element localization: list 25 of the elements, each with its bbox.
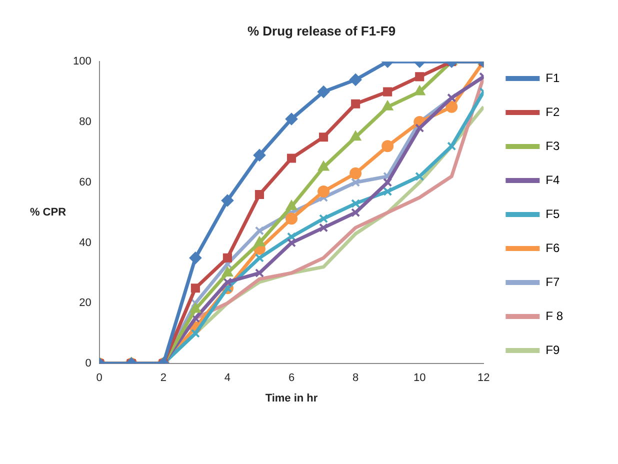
y-tick-label: 60 [79, 176, 92, 188]
legend-label: F7 [546, 274, 560, 289]
legend-label: F3 [546, 138, 560, 153]
x-tick-label: 2 [160, 372, 166, 384]
chart-title: % Drug release of F1-F9 [247, 23, 396, 38]
y-tick-label: 80 [79, 116, 92, 128]
x-tick-label: 10 [413, 372, 426, 384]
x-tick-label: 8 [352, 372, 359, 384]
legend-label: F1 [546, 70, 560, 85]
y-tick-label: 100 [72, 56, 92, 68]
y-tick-label: 40 [79, 236, 92, 249]
y-tick-label: 20 [79, 297, 92, 310]
legend-label: F9 [546, 342, 560, 357]
legend-label: F4 [546, 172, 560, 187]
legend-label: F5 [546, 206, 560, 221]
y-axis-title: % CPR [30, 206, 66, 219]
legend-label: F 8 [546, 308, 564, 323]
legend-label: F2 [546, 104, 560, 119]
legend-label: F6 [546, 240, 560, 255]
y-tick-label: 0 [85, 358, 92, 370]
x-tick-label: 6 [288, 372, 295, 384]
x-axis-title: Time in hr [265, 392, 318, 404]
x-tick-label: 12 [478, 372, 490, 384]
x-tick-label: 0 [96, 372, 102, 384]
x-tick-label: 4 [224, 372, 231, 384]
